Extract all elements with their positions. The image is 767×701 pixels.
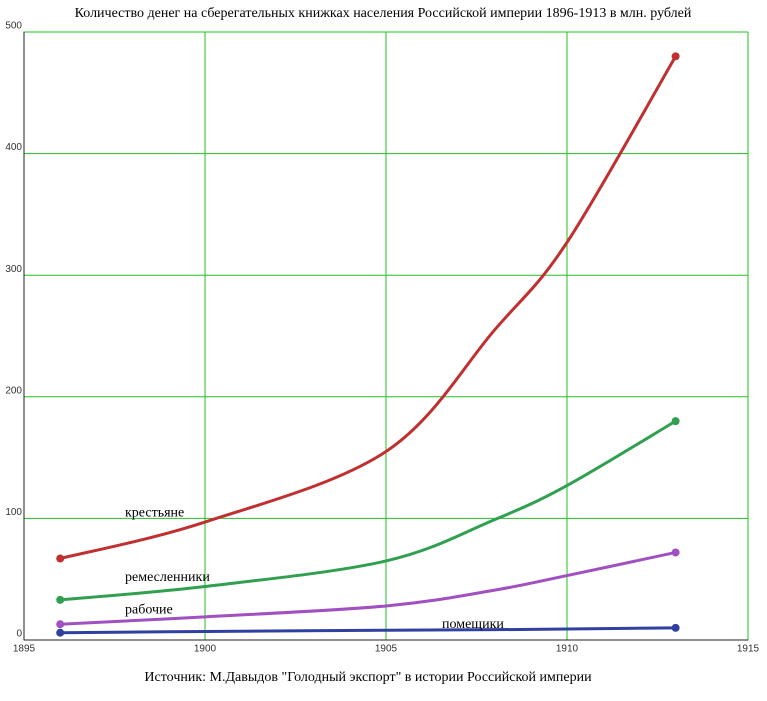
y-tick-label: 100 bbox=[5, 507, 22, 518]
series-line bbox=[60, 419, 677, 602]
series-line bbox=[59, 55, 677, 560]
y-tick-label: 0 bbox=[16, 629, 22, 640]
end-point bbox=[671, 417, 680, 426]
series-line bbox=[60, 626, 676, 635]
end-point bbox=[56, 554, 65, 563]
y-tick-label: 500 bbox=[5, 21, 22, 32]
y-tick-label: 400 bbox=[5, 142, 22, 153]
series-line bbox=[60, 550, 676, 626]
end-point bbox=[671, 52, 680, 61]
y-tick-label: 200 bbox=[5, 385, 22, 396]
y-tick-label: 300 bbox=[5, 264, 22, 275]
end-point bbox=[671, 623, 680, 632]
end-point bbox=[56, 595, 65, 604]
series-label: крестьяне bbox=[125, 506, 184, 521]
end-point bbox=[56, 620, 65, 629]
x-tick-label: 1915 bbox=[737, 644, 760, 655]
series-label: помещики bbox=[442, 617, 504, 632]
x-tick-label: 1900 bbox=[194, 644, 217, 655]
x-tick-label: 1895 bbox=[13, 644, 36, 655]
end-point bbox=[671, 548, 680, 557]
x-tick-label: 1905 bbox=[375, 644, 398, 655]
series-label: рабочие bbox=[125, 602, 173, 617]
x-tick-label: 1910 bbox=[556, 644, 579, 655]
source-note: Источник: М.Давыдов "Голодный экспорт" в… bbox=[144, 670, 592, 685]
chart-title: Количество денег на сберегательных книжк… bbox=[75, 6, 692, 21]
end-point bbox=[56, 628, 65, 637]
series-label: ремесленники bbox=[125, 570, 210, 585]
